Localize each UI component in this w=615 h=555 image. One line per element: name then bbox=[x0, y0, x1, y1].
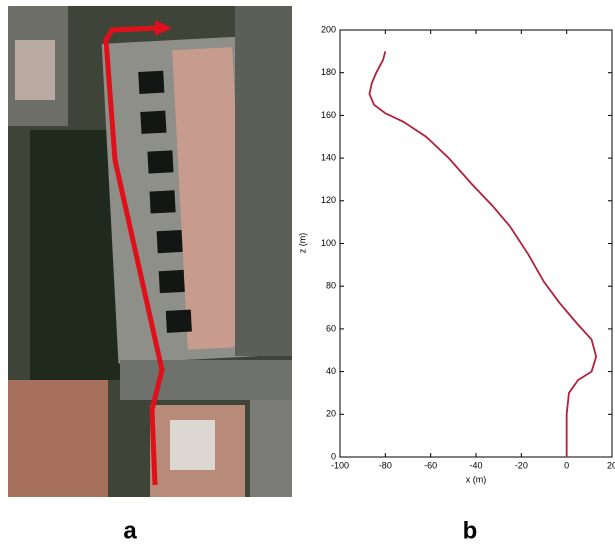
x-tick-label: -40 bbox=[469, 460, 482, 470]
y-tick-label: 100 bbox=[321, 238, 336, 248]
x-tick-label: -80 bbox=[379, 460, 392, 470]
y-tick-label: 120 bbox=[321, 195, 336, 205]
x-tick-label: -20 bbox=[515, 460, 528, 470]
y-tick-label: 0 bbox=[331, 451, 336, 461]
y-tick-label: 20 bbox=[326, 409, 336, 419]
x-axis-label: x (m) bbox=[466, 474, 487, 484]
aerial-photo bbox=[8, 6, 292, 497]
x-tick-label: -100 bbox=[331, 460, 349, 470]
panel-label: a bbox=[123, 517, 137, 544]
data-line bbox=[368, 51, 598, 457]
panel-label: b bbox=[463, 517, 478, 544]
y-tick-label: 80 bbox=[326, 281, 336, 291]
y-tick-label: 180 bbox=[321, 67, 336, 77]
y-axis-label: z (m) bbox=[297, 233, 307, 254]
x-tick-label: -60 bbox=[424, 460, 437, 470]
x-tick-label: 0 bbox=[564, 460, 569, 470]
y-tick-label: 140 bbox=[321, 152, 336, 162]
y-tick-label: 160 bbox=[321, 110, 336, 120]
y-tick-label: 60 bbox=[326, 323, 336, 333]
x-tick-label: 20 bbox=[607, 460, 615, 470]
plot-frame bbox=[339, 29, 613, 458]
y-tick-label: 40 bbox=[326, 366, 336, 376]
y-tick-label: 200 bbox=[321, 24, 336, 34]
